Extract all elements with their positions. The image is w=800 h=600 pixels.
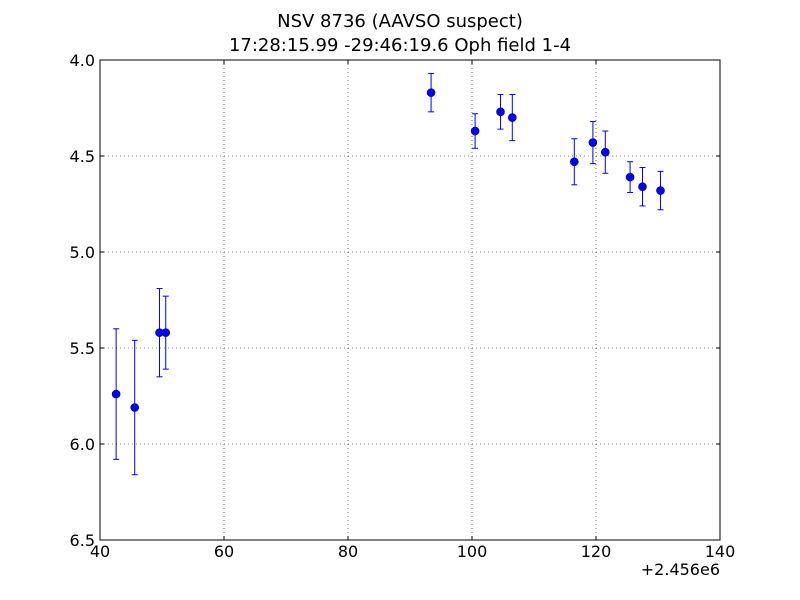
y-tick-label: 5.0 [70,243,95,262]
chart-title-line-1: NSV 8736 (AAVSO suspect) [277,11,523,32]
data-point [111,389,121,399]
x-tick-label: 140 [705,542,736,561]
data-point [569,157,579,167]
y-tick-label: 5.5 [70,339,95,358]
x-tick-label: 60 [214,542,234,561]
x-tick-label: 100 [457,542,488,561]
data-point [130,403,140,412]
data-point [600,147,610,157]
x-tick-label: 40 [90,542,110,561]
data-point [470,126,480,136]
x-tick-label: 80 [338,542,358,561]
data-point [507,113,517,122]
chart-title-line-2: 17:28:15.99 -29:46:19.6 Oph field 1-4 [228,35,572,56]
data-point [638,182,647,192]
y-tick-label: 4.0 [70,51,95,70]
x-tick-label: 120 [581,542,612,561]
data-point [625,172,635,182]
data-series [111,72,665,476]
data-point [161,328,171,337]
data-point [656,186,665,195]
data-point [426,88,436,97]
y-tick-label: 4.5 [70,147,95,166]
x-axis-offset-label: +2.456e6 [640,560,720,579]
data-point [496,107,505,117]
data-point [588,138,598,147]
y-tick-label: 6.5 [70,531,95,550]
plot-frame [99,59,721,541]
grid-lines [100,60,720,540]
axis-ticks: 40 60 80 100 120 140 4.0 4.5 5.0 5.5 6.0 6.5 [70,51,736,561]
y-tick-label: 6.0 [70,435,95,454]
